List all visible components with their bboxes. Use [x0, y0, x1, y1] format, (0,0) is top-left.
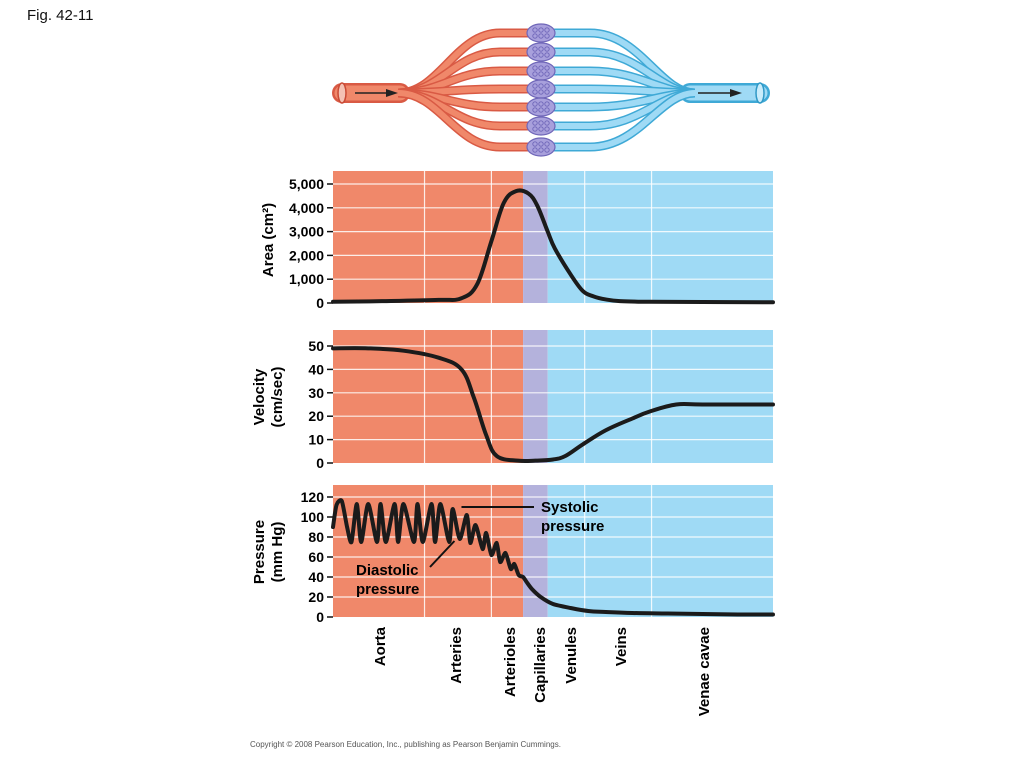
- y-tick-label: 5,000: [289, 176, 324, 192]
- y-tick-label: 20: [308, 589, 324, 605]
- y-tick-label: 4,000: [289, 200, 324, 216]
- y-tick-label: 30: [308, 385, 324, 401]
- arterial-flow-arrow-icon: [355, 89, 398, 97]
- annotation-label: Systolic pressure: [541, 499, 604, 535]
- segment-label: Venules: [563, 627, 580, 684]
- annotation-label: Diastolic pressure: [356, 562, 419, 598]
- capillary-bed-icon: [526, 116, 556, 136]
- data-series-line: [331, 188, 775, 305]
- segment-label: Capillaries: [532, 627, 549, 703]
- venous-flow-arrow-icon: [698, 89, 742, 97]
- copyright-notice: Copyright © 2008 Pearson Education, Inc.…: [250, 740, 561, 749]
- vessel-network-illustration: [332, 23, 770, 157]
- y-tick-label: 80: [308, 529, 324, 545]
- capillary-zone: [523, 330, 548, 463]
- annotation-leader-line: [429, 540, 456, 568]
- y-tick-label: 2,000: [289, 247, 324, 263]
- y-tick-label: 0: [316, 609, 324, 625]
- capillary-bed-icon: [526, 97, 556, 117]
- segment-label: Aorta: [372, 626, 389, 666]
- data-series-line: [331, 498, 775, 617]
- chart-panel-1: 0 1,000 2,000 3,000 4,000 5,000 Area (cm²): [260, 171, 775, 311]
- y-tick-label: 50: [308, 338, 324, 354]
- segment-label: Arteries: [448, 627, 465, 684]
- y-tick-label: 1,000: [289, 271, 324, 287]
- capillary-bed-icon: [526, 23, 556, 43]
- capillary-bed-icon: [526, 61, 556, 81]
- segment-label: Venae cavae: [696, 627, 713, 716]
- capillary-bed-icon: [526, 137, 556, 157]
- chart-panel-3: 0 20 40 60 80 100 120 Pressure(mm Hg) Systolic pr…: [251, 485, 775, 625]
- data-series-line: [331, 346, 775, 464]
- chart-panel-2: 0 10 20 30 40 50 Velocity(cm/sec): [251, 330, 775, 471]
- y-axis-label: Area (cm²): [260, 203, 277, 277]
- figure-label: Fig. 42-11: [27, 7, 94, 24]
- y-tick-label: 0: [316, 455, 324, 471]
- y-tick-label: 0: [316, 295, 324, 311]
- y-axis-label: Velocity(cm/sec): [251, 367, 286, 428]
- capillary-bed-icon: [526, 79, 556, 99]
- y-tick-label: 40: [308, 569, 324, 585]
- venous-zone: [547, 171, 773, 303]
- y-axis-label: Pressure(mm Hg): [251, 520, 286, 584]
- y-tick-label: 40: [308, 361, 324, 377]
- segment-label: Veins: [613, 627, 630, 666]
- y-tick-label: 100: [301, 509, 325, 525]
- capillary-bed-icon: [526, 42, 556, 62]
- segment-label: Arterioles: [502, 627, 519, 697]
- y-tick-label: 120: [301, 489, 325, 505]
- y-tick-label: 20: [308, 408, 324, 424]
- y-tick-label: 10: [308, 432, 324, 448]
- y-tick-label: 3,000: [289, 224, 324, 240]
- y-tick-label: 60: [308, 549, 324, 565]
